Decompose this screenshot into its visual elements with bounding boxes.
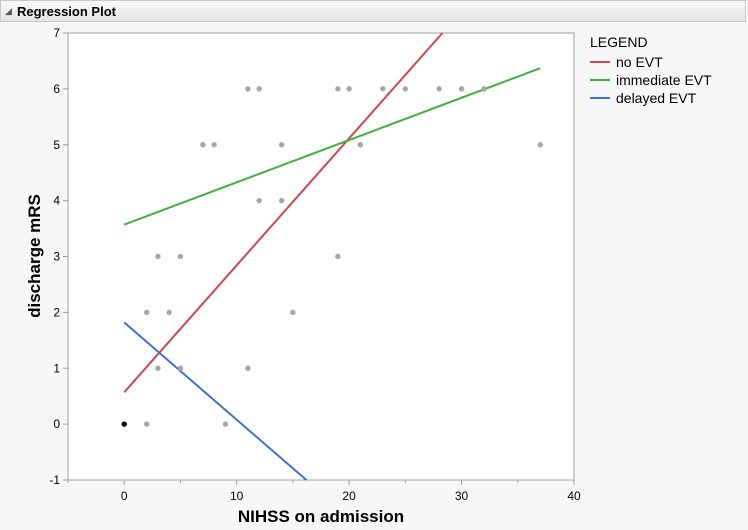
data-point xyxy=(245,86,251,92)
title-bar[interactable]: ◢ Regression Plot xyxy=(0,0,746,22)
data-point xyxy=(458,86,465,92)
data-point xyxy=(256,86,262,92)
data-point xyxy=(278,197,285,204)
data-point xyxy=(144,421,150,427)
y-tick-label: 5 xyxy=(53,138,60,152)
y-tick-label: 3 xyxy=(53,250,60,264)
fit-line-delayed-evt xyxy=(123,321,308,481)
window-title: Regression Plot xyxy=(17,4,116,19)
data-point xyxy=(278,142,285,148)
legend-label: delayed EVT xyxy=(616,90,697,106)
data-point xyxy=(346,86,352,92)
legend-item[interactable]: immediate EVT xyxy=(590,71,712,89)
x-tick-label: 20 xyxy=(342,489,356,503)
data-point xyxy=(436,86,442,92)
disclosure-triangle-icon[interactable]: ◢ xyxy=(5,6,12,16)
legend-swatch xyxy=(590,61,610,63)
legend-swatch xyxy=(590,97,610,99)
x-tick-label: 10 xyxy=(230,489,244,503)
data-point xyxy=(166,309,172,316)
data-point xyxy=(481,86,487,92)
data-point xyxy=(402,86,409,92)
x-tick-label: 30 xyxy=(455,489,469,503)
y-tick-label: 1 xyxy=(53,361,60,375)
y-tick-label: 0 xyxy=(53,417,60,431)
x-tick-label: 40 xyxy=(567,489,581,503)
y-tick-label: 2 xyxy=(53,305,60,319)
data-point xyxy=(211,142,217,148)
x-tick-label: 0 xyxy=(121,489,128,503)
y-tick-label: 7 xyxy=(53,26,60,40)
data-point xyxy=(144,309,150,316)
fit-line-immediate-evt xyxy=(123,67,541,226)
data-point xyxy=(245,365,251,371)
data-point xyxy=(537,142,543,148)
y-axis-label: discharge mRS xyxy=(25,194,44,318)
data-point xyxy=(290,309,296,316)
y-tick-label: 6 xyxy=(53,82,60,96)
data-point xyxy=(155,253,161,260)
legend: LEGEND no EVT immediate EVT delayed EVT xyxy=(590,34,712,107)
data-point xyxy=(177,365,184,371)
legend-label: no EVT xyxy=(616,54,663,70)
plot-frame xyxy=(67,32,575,481)
data-point xyxy=(177,253,184,260)
y-tick-label: 4 xyxy=(53,194,60,208)
data-point xyxy=(335,253,341,260)
legend-title: LEGEND xyxy=(590,34,648,50)
legend-item[interactable]: no EVT xyxy=(590,53,712,71)
legend-item[interactable]: delayed EVT xyxy=(590,89,712,107)
legend-label: immediate EVT xyxy=(616,72,712,88)
data-point xyxy=(222,421,229,427)
highlighted-data-point xyxy=(121,421,127,427)
data-point xyxy=(357,142,364,148)
fit-line-no-evt xyxy=(123,32,444,393)
data-point xyxy=(380,86,386,92)
x-axis-label: NIHSS on admission xyxy=(238,507,404,526)
data-point xyxy=(335,86,341,92)
data-point xyxy=(200,142,206,148)
data-point xyxy=(155,365,161,371)
data-point xyxy=(256,197,262,204)
legend-swatch xyxy=(590,79,610,81)
y-tick-label: -1 xyxy=(49,473,60,487)
